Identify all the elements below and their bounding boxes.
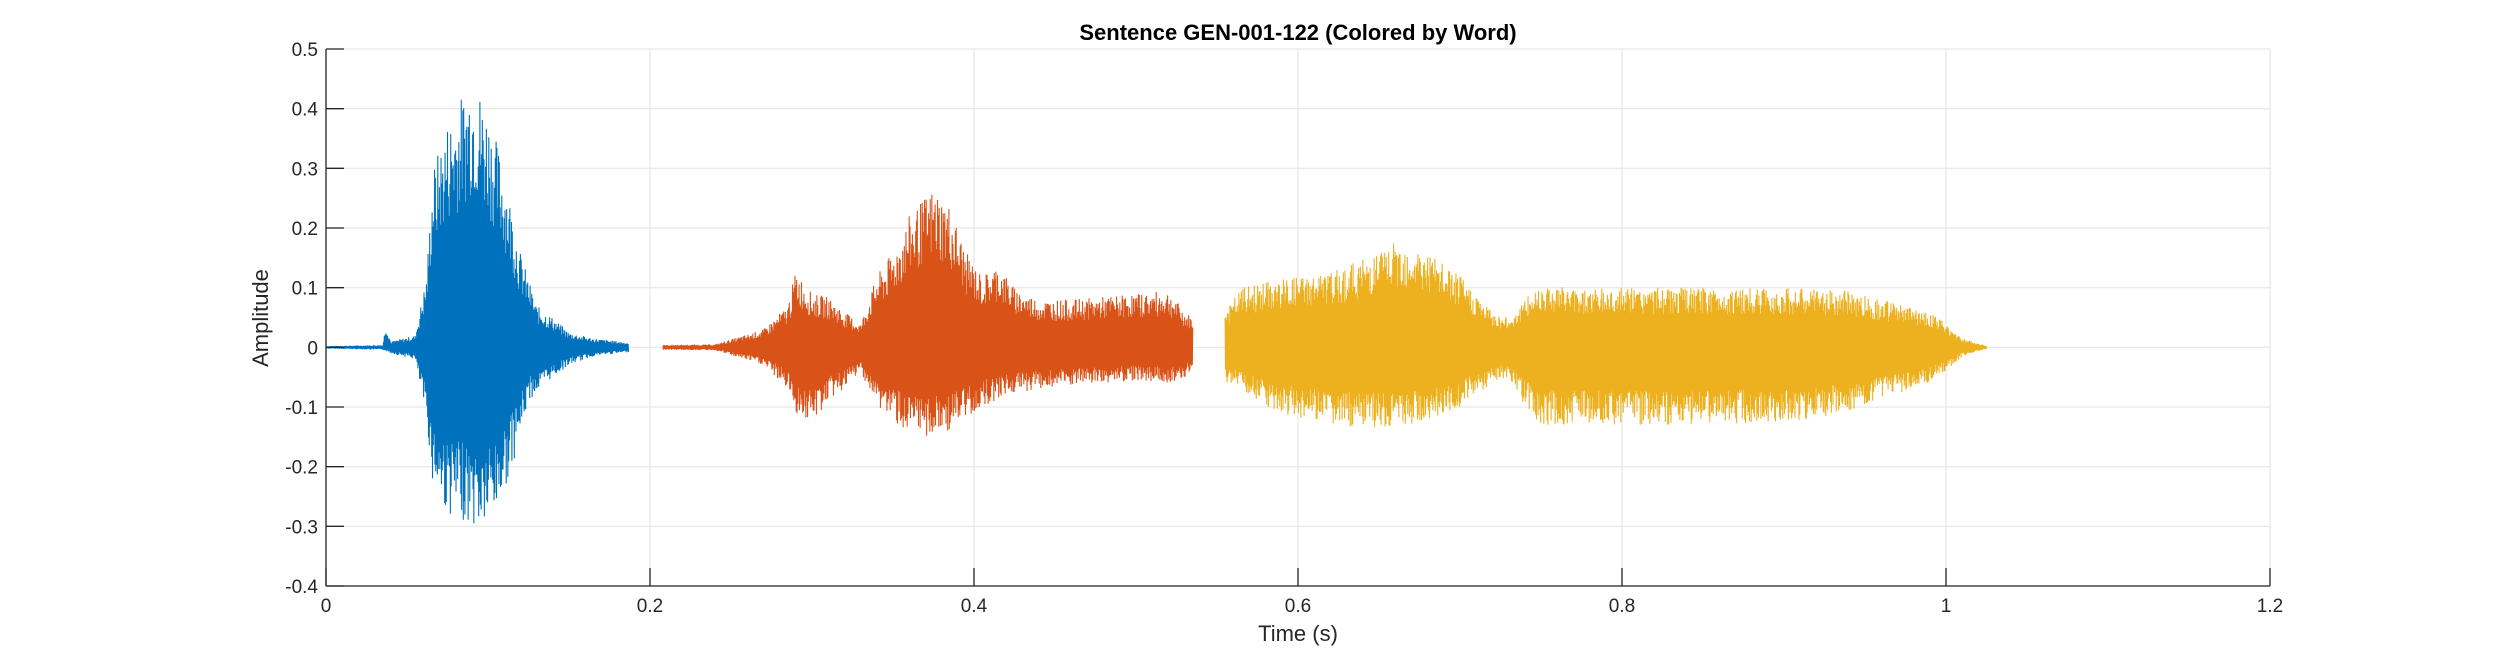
y-tick-label: -0.1 <box>285 398 318 419</box>
y-tick-label: 0.4 <box>292 100 319 121</box>
axes <box>325 48 2271 587</box>
y-tick-label: 0.2 <box>292 219 318 240</box>
x-tick-label: 0.6 <box>1285 596 1311 617</box>
y-tick-label: 0.5 <box>292 40 318 61</box>
x-tick-label: 1.2 <box>2257 596 2283 617</box>
series-line-3 <box>1224 243 1988 428</box>
x-tick-labels: 0 0.2 0.4 0.6 0.8 1 1.2 <box>321 596 2284 617</box>
y-tick-label: -0.4 <box>285 577 318 598</box>
series-line-2 <box>662 194 1194 436</box>
chart-title: Sentence GEN-001-122 (Colored by Word) <box>1079 20 1516 45</box>
x-axis-label: Time (s) <box>1258 621 1338 646</box>
y-axis-label: Amplitude <box>248 269 273 367</box>
x-tick-label: 0.2 <box>637 596 663 617</box>
y-tick-label: 0.1 <box>292 279 318 300</box>
series-line-1 <box>325 99 630 524</box>
y-tick-label: 0 <box>307 338 318 359</box>
series-group <box>325 99 1988 524</box>
y-tick-label: -0.2 <box>285 458 318 479</box>
x-tick-label: 0.4 <box>961 596 988 617</box>
y-tick-labels: -0.4 -0.3 -0.2 -0.1 0 0.1 0.2 0.3 0.4 0.5 <box>285 40 318 598</box>
x-tick-label: 0 <box>321 596 332 617</box>
y-tick-label: -0.3 <box>285 517 318 538</box>
x-tick-label: 1 <box>1941 596 1952 617</box>
y-tick-label: 0.3 <box>292 159 318 180</box>
x-tick-label: 0.8 <box>1609 596 1635 617</box>
